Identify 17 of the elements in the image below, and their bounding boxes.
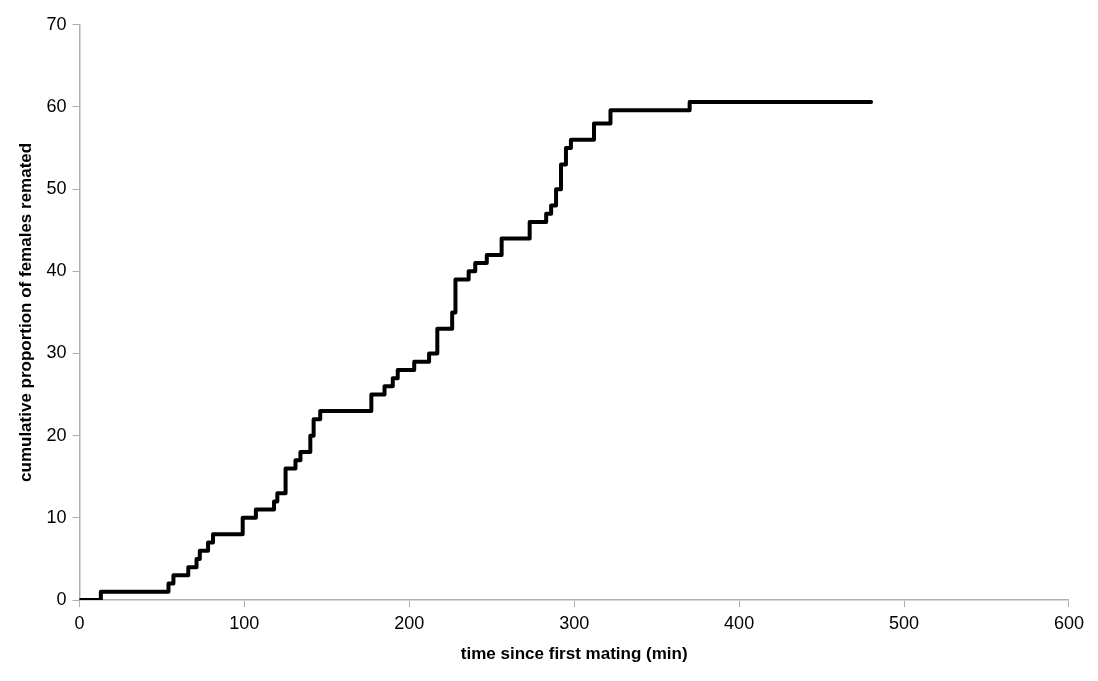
y-tick-label: 10 bbox=[46, 506, 67, 527]
y-tick-label: 50 bbox=[46, 178, 67, 199]
x-axis-title: time since first mating (min) bbox=[460, 644, 688, 664]
y-tick-label: 20 bbox=[46, 424, 67, 445]
x-tick-label: 0 bbox=[74, 612, 85, 633]
x-tick-label: 600 bbox=[1053, 612, 1085, 633]
y-tick-label: 0 bbox=[56, 588, 67, 609]
x-tick-label: 300 bbox=[559, 612, 590, 633]
x-tick-label: 200 bbox=[394, 612, 425, 633]
y-tick-label: 30 bbox=[46, 342, 67, 363]
x-tick-label: 100 bbox=[229, 612, 260, 633]
y-axis-title: cumulative proportion of females remated bbox=[15, 142, 35, 482]
y-tick-label: 60 bbox=[46, 95, 67, 116]
y-tick-label: 70 bbox=[46, 13, 67, 34]
x-tick-label: 400 bbox=[724, 612, 755, 633]
x-tick-label: 500 bbox=[889, 612, 920, 633]
y-tick-label: 40 bbox=[46, 260, 67, 281]
